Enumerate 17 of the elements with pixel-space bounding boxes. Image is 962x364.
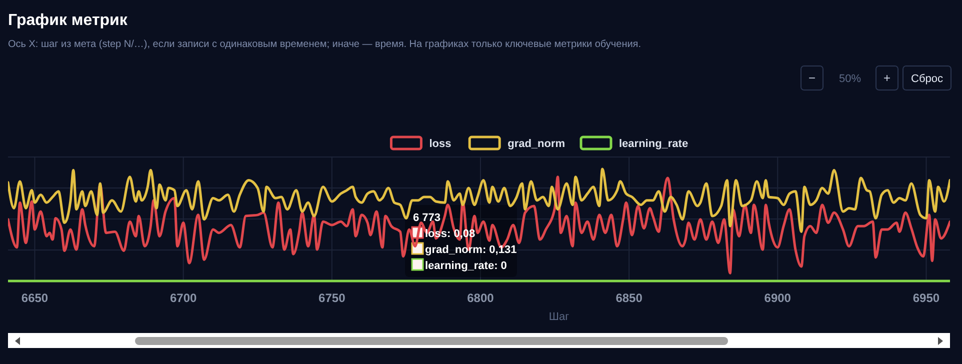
legend-label: grad_norm (508, 138, 566, 150)
annotation: learning_rate: 0 (425, 260, 507, 272)
x-tick-label: 6900 (764, 291, 792, 305)
x-tick-label: 6800 (467, 291, 494, 305)
x-tick-label: 6700 (170, 291, 197, 305)
legend-label: loss (429, 138, 452, 150)
chart-title: График метрик (8, 12, 128, 29)
annotation: 6 773 (413, 212, 441, 224)
chart-subtitle: Ось X: шаг из мета (step N/…), если записи с одинаковым временем; иначе — время. На графиках только ключевые метрики обучения. (8, 39, 641, 50)
x-axis-title: Шаг (548, 311, 570, 323)
annotation: grad_norm: 0,131 (425, 244, 517, 256)
x-tick-label: 6850 (616, 291, 643, 305)
zoom-controls: − 50% + Сброс (800, 66, 952, 90)
legend-label: learning_rate (619, 138, 688, 150)
x-tick-label: 6950 (912, 291, 940, 305)
x-tick-label: 6750 (318, 291, 346, 305)
x-tick-label: 6650 (21, 291, 48, 305)
